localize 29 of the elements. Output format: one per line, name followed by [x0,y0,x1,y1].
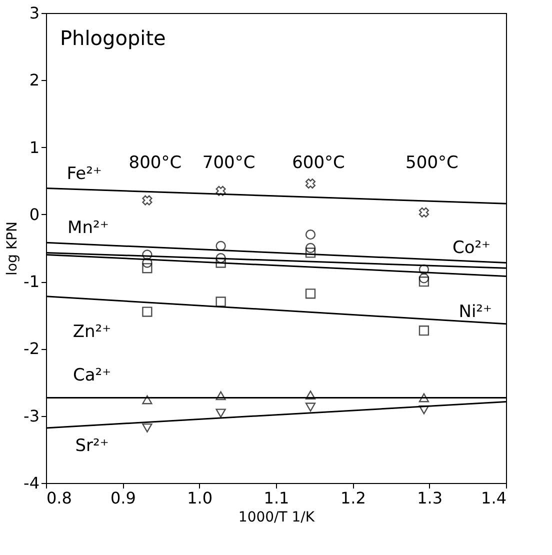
y-tick-label: 0 [29,204,40,224]
x-tick-label: 0.8 [46,488,72,508]
text: Sr²⁺ [75,436,109,456]
x-tick-label: 0.9 [110,488,136,508]
y-tick-label: -2 [24,339,40,358]
annotation: 600°C [292,153,345,173]
text: Fe²⁺ [66,164,102,184]
annotation: 800°C [128,153,182,173]
annotation: 500°C [406,153,458,173]
series-label: Zn²⁺ [72,322,112,342]
text: Ni²⁺ [458,302,492,322]
y-tick-label: 2 [29,70,40,90]
y-tick-label: -1 [24,272,40,292]
y-tick-label: -3 [24,406,40,426]
x-tick-label: 1.0 [187,488,213,508]
annotation: Phlogopite [60,26,166,50]
text: Mn²⁺ [68,218,109,238]
x-axis-title: 1000/T 1/K [238,510,316,526]
x-tick-label: 1.1 [264,488,290,508]
y-tick-label: -4 [24,474,40,492]
x-tick-label: 1.4 [481,488,506,508]
x-tick-label: 1.2 [340,488,366,508]
y-tick-label: 3 [29,4,40,22]
text: Ca²⁺ [72,366,112,386]
y-tick-label: 1 [29,138,40,157]
y-axis-title: log KPN [4,222,21,276]
x-tick-label: 1.3 [417,488,443,508]
annotation: 700°C [202,153,256,173]
series-label: Co²⁺ [452,238,491,258]
